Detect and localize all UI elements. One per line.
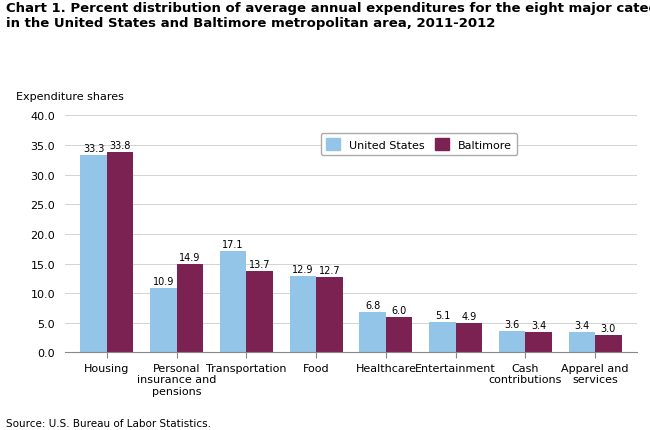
Bar xyxy=(386,317,412,353)
Text: 6.0: 6.0 xyxy=(391,305,407,315)
Text: 33.8: 33.8 xyxy=(109,141,131,150)
Text: 14.9: 14.9 xyxy=(179,252,201,262)
Bar xyxy=(246,272,273,353)
Text: Expenditure shares: Expenditure shares xyxy=(16,92,124,102)
Text: Chart 1. Percent distribution of average annual expenditures for the eight major: Chart 1. Percent distribution of average… xyxy=(6,2,650,30)
Bar xyxy=(177,264,203,353)
Text: 5.1: 5.1 xyxy=(435,310,450,320)
Text: 6.8: 6.8 xyxy=(365,300,380,310)
Bar xyxy=(316,277,343,353)
Bar xyxy=(429,322,456,353)
Text: 3.4: 3.4 xyxy=(574,320,590,330)
Text: Source: U.S. Bureau of Labor Statistics.: Source: U.S. Bureau of Labor Statistics. xyxy=(6,418,211,428)
Bar xyxy=(150,288,177,353)
Bar xyxy=(290,276,316,353)
Bar xyxy=(595,335,621,353)
Bar xyxy=(81,156,107,353)
Text: 3.6: 3.6 xyxy=(504,319,520,329)
Text: 3.0: 3.0 xyxy=(601,323,616,333)
Text: 10.9: 10.9 xyxy=(153,276,174,286)
Bar xyxy=(525,332,552,353)
Text: 3.4: 3.4 xyxy=(531,320,546,330)
Bar xyxy=(220,252,246,353)
Text: 13.7: 13.7 xyxy=(249,260,270,270)
Bar xyxy=(499,331,525,353)
Text: 12.9: 12.9 xyxy=(292,264,313,274)
Bar xyxy=(359,312,386,353)
Text: 12.7: 12.7 xyxy=(318,265,340,276)
Bar xyxy=(107,153,133,353)
Bar xyxy=(456,324,482,353)
Text: 33.3: 33.3 xyxy=(83,144,104,154)
Text: 4.9: 4.9 xyxy=(462,312,476,322)
Legend: United States, Baltimore: United States, Baltimore xyxy=(320,133,517,156)
Bar xyxy=(569,332,595,353)
Text: 17.1: 17.1 xyxy=(222,240,244,249)
